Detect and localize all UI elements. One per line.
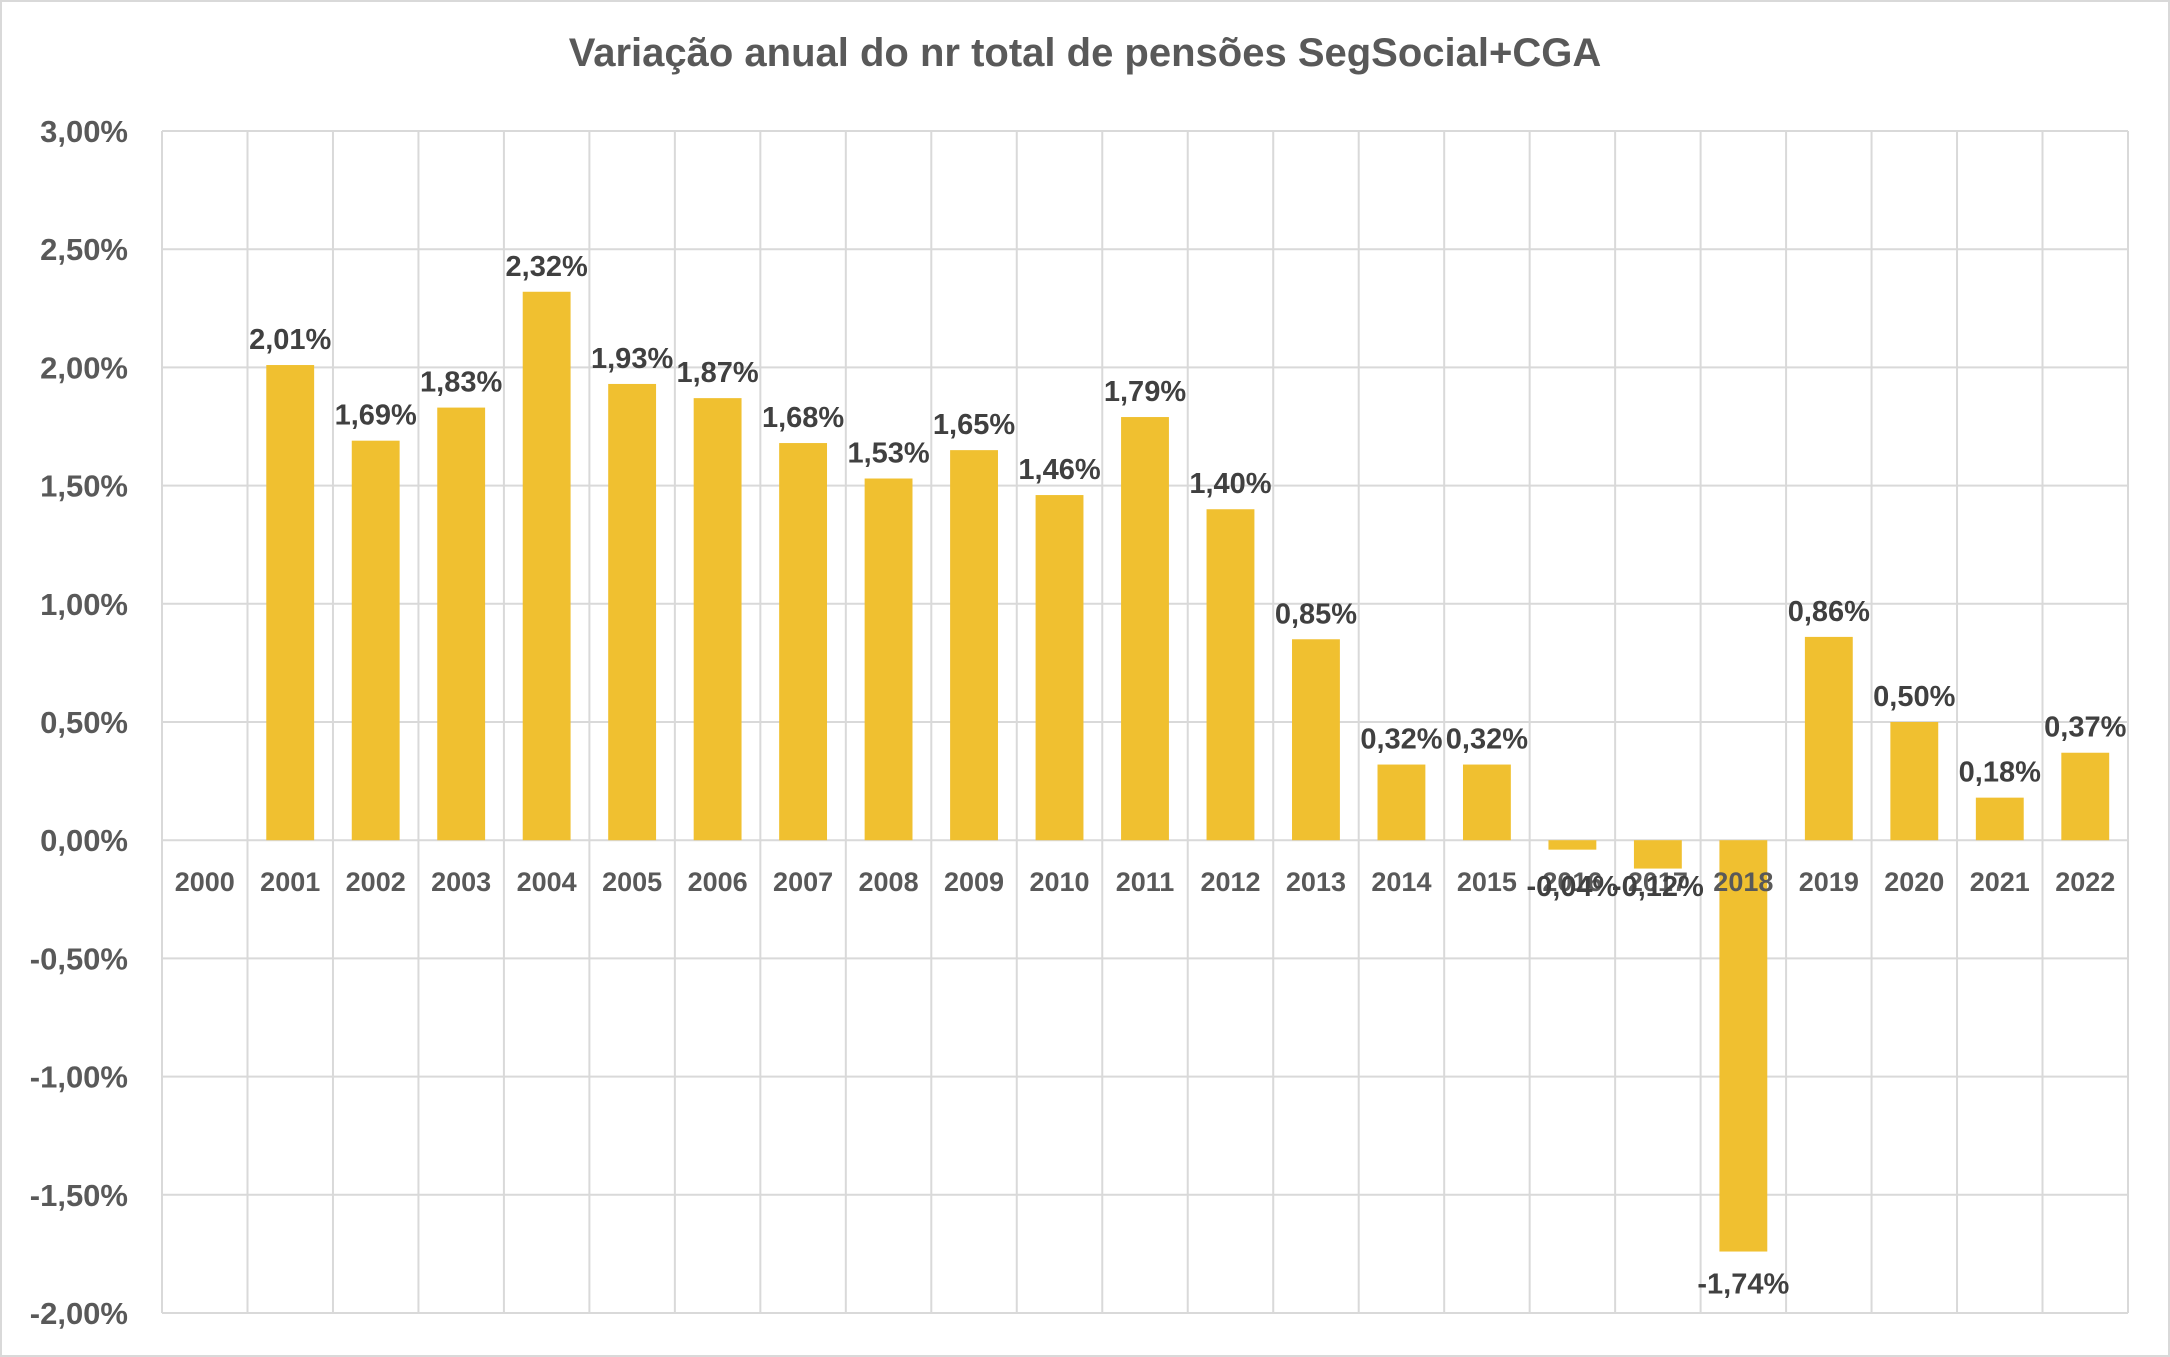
y-tick-label: 2,00% (40, 350, 128, 385)
y-axis-tick-labels: 3,00% 2,50% 2,00% 1,50% 1,00% 0,50% 0,00% -0,50… (30, 114, 128, 1331)
bar-2014 (1377, 764, 1426, 841)
x-tick-label-2002: 2002 (346, 867, 406, 897)
x-tick-label-2004: 2004 (517, 867, 577, 897)
bar-2007 (779, 443, 828, 841)
x-tick-label-2009: 2009 (944, 867, 1004, 897)
x-tick-label-2016: 2016 (1542, 867, 1602, 897)
x-tick-label-2015: 2015 (1457, 867, 1517, 897)
bar-2009 (950, 450, 998, 841)
bar-2019 (1804, 636, 1853, 841)
bar-2021 (1975, 797, 2024, 841)
x-tick-label-2011: 2011 (1116, 867, 1175, 897)
y-tick-label: -2,00% (30, 1296, 128, 1331)
data-label-2005: 1,93% (591, 343, 673, 375)
bar-2016 (1548, 840, 1597, 850)
x-tick-label-2013: 2013 (1286, 867, 1346, 897)
data-label-2003: 1,83% (420, 367, 502, 399)
data-label-2001: 2,01% (249, 324, 331, 356)
bar-2022 (2061, 752, 2110, 841)
data-label-2002: 1,69% (335, 400, 417, 432)
bar-2018 (1719, 840, 1768, 1252)
x-tick-label-2001: 2001 (260, 867, 320, 897)
chart-title: Variação anual do nr total de pensões Se… (569, 31, 1602, 75)
x-tick-label-2000: 2000 (175, 867, 235, 897)
bar-2017 (1633, 840, 1682, 869)
data-labels: 2,01% 1,69%1,83% 2,32% 1,93% 1,87%1,68%1,53%… (249, 251, 2126, 1301)
bar-2001 (266, 365, 315, 841)
data-label-2014: 0,32% (1360, 724, 1442, 756)
y-tick-label: -1,00% (30, 1060, 128, 1095)
bar-2005 (608, 383, 657, 841)
bar-2013 (1292, 639, 1340, 841)
data-label-2013: 0,85% (1275, 598, 1357, 630)
data-label-2009: 1,65% (933, 409, 1015, 441)
y-tick-label: 3,00% (40, 114, 128, 149)
bar-2011 (1121, 417, 1169, 841)
bar-2002 (351, 440, 400, 841)
x-tick-label-2014: 2014 (1371, 867, 1431, 897)
data-label-2010: 1,46% (1018, 454, 1100, 486)
bar-2012 (1206, 509, 1255, 841)
data-label-2008: 1,53% (847, 438, 929, 470)
bar-2004 (522, 291, 571, 841)
x-tick-label-2008: 2008 (859, 867, 919, 897)
x-axis-tick-labels: 2000 2001 2002 2003 2004 2005 2006 2007 2008 2009… (175, 867, 2116, 897)
y-tick-label: 1,00% (40, 587, 128, 622)
x-tick-label-2020: 2020 (1884, 867, 1944, 897)
bar-2008 (864, 478, 913, 841)
data-label-2012: 1,40% (1189, 468, 1271, 500)
y-tick-label: 2,50% (40, 232, 128, 267)
data-label-2018: -1,74% (1697, 1269, 1789, 1301)
data-label-2004: 2,32% (506, 251, 588, 283)
x-tick-label-2012: 2012 (1200, 867, 1260, 897)
bar-2003 (437, 407, 486, 841)
data-label-2019: 0,86% (1788, 596, 1870, 628)
data-label-2020: 0,50% (1873, 681, 1955, 713)
y-tick-label: -1,50% (30, 1178, 128, 1213)
data-label-2022: 0,37% (2044, 712, 2126, 744)
x-tick-label-2010: 2010 (1029, 867, 1089, 897)
data-label-2017: -0,12% (1612, 871, 1704, 903)
x-tick-label-2003: 2003 (431, 867, 491, 897)
gridlines (161, 130, 2129, 1314)
y-tick-label: 0,00% (40, 823, 128, 858)
y-tick-label: -0,50% (30, 941, 128, 976)
data-label-2016: -0,04% (1526, 871, 1618, 903)
data-label-2015: 0,32% (1446, 724, 1528, 756)
bar-2010 (1035, 495, 1084, 841)
x-tick-label-2006: 2006 (688, 867, 748, 897)
bars (266, 291, 2110, 1252)
x-tick-label-2017: 2017 (1628, 867, 1688, 897)
y-tick-label: 1,50% (40, 469, 128, 504)
data-label-2011: 1,79% (1104, 376, 1186, 408)
bar-2020 (1890, 722, 1939, 841)
data-label-2021: 0,18% (1959, 757, 2041, 789)
x-tick-label-2019: 2019 (1799, 867, 1859, 897)
x-tick-label-2005: 2005 (602, 867, 662, 897)
bar-2006 (693, 398, 742, 841)
y-tick-label: 0,50% (40, 705, 128, 740)
x-tick-label-2018: 2018 (1713, 867, 1773, 897)
x-tick-label-2021: 2021 (1970, 867, 2030, 897)
x-tick-label-2022: 2022 (2055, 867, 2115, 897)
x-tick-label-2007: 2007 (773, 867, 833, 897)
data-label-2006: 1,87% (676, 357, 758, 389)
bar-2015 (1462, 764, 1511, 841)
data-label-2007: 1,68% (762, 402, 844, 434)
